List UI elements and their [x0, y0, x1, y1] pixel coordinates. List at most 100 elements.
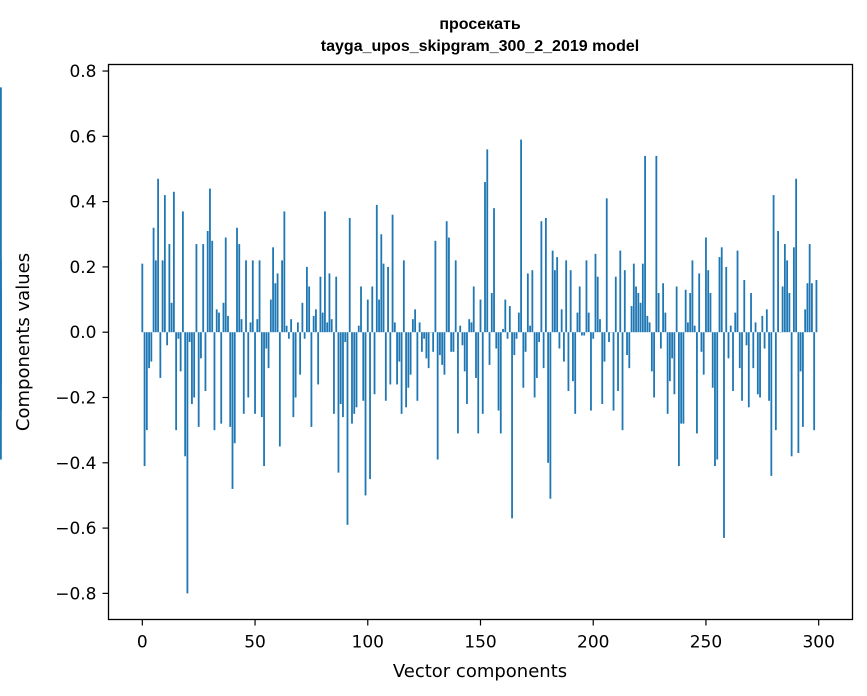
- bar: [752, 332, 755, 369]
- bar: [574, 332, 577, 414]
- bar: [569, 270, 572, 333]
- bar: [326, 322, 329, 333]
- bar: [441, 332, 444, 365]
- bar: [524, 332, 527, 352]
- bar: [668, 332, 671, 382]
- bar: [691, 260, 694, 333]
- bar: [628, 332, 631, 369]
- y-tick-label: −0.4: [55, 454, 96, 474]
- bar: [756, 332, 759, 395]
- x-axis-label: Vector components: [393, 661, 567, 682]
- bar: [747, 332, 750, 408]
- bar: [680, 332, 683, 424]
- bar: [743, 279, 746, 333]
- bar: [269, 299, 272, 333]
- bar: [797, 332, 800, 453]
- bar: [378, 299, 380, 333]
- y-axis-label: Components values: [13, 253, 34, 431]
- bar: [0, 87, 2, 333]
- bar: [143, 332, 146, 467]
- bar: [342, 332, 344, 418]
- bar: [245, 260, 247, 333]
- bar: [811, 283, 813, 333]
- bar: [770, 332, 773, 476]
- bar: [601, 332, 604, 405]
- bar: [371, 286, 374, 333]
- bar: [614, 276, 617, 333]
- bar: [251, 260, 254, 333]
- bar: [666, 332, 669, 414]
- bar: [551, 250, 554, 333]
- bar: [177, 332, 180, 339]
- bar: [200, 332, 202, 359]
- bar: [623, 270, 626, 333]
- bar: [684, 289, 687, 333]
- bar: [211, 240, 214, 333]
- bar: [727, 332, 730, 359]
- bar: [425, 332, 428, 359]
- bar: [520, 139, 522, 333]
- bar: [339, 332, 342, 405]
- bar: [538, 332, 541, 342]
- bar: [745, 332, 748, 346]
- bar: [741, 332, 743, 401]
- bar: [495, 332, 498, 349]
- bar: [175, 332, 178, 431]
- bar: [145, 332, 148, 431]
- bar: [709, 293, 712, 333]
- bar: [459, 325, 462, 333]
- bar: [675, 286, 678, 333]
- bar: [348, 217, 351, 333]
- bar: [220, 332, 223, 424]
- bar: [506, 332, 509, 339]
- bar: [644, 155, 646, 333]
- bar: [689, 293, 692, 333]
- bar: [287, 332, 290, 339]
- bar: [254, 332, 256, 414]
- bar: [687, 322, 689, 333]
- bar: [427, 332, 430, 369]
- bar: [308, 286, 311, 333]
- bar: [384, 332, 387, 401]
- bar: [592, 332, 595, 339]
- bar: [387, 266, 389, 333]
- x-tick-label: 200: [577, 633, 609, 653]
- bar: [202, 244, 205, 333]
- bar: [526, 273, 529, 333]
- y-axis: −0.8 −0.6 −0.4 −0.2 0.0 0.2 0.4 0.6 0.8: [55, 62, 109, 604]
- bar: [148, 332, 150, 369]
- bar: [729, 325, 732, 333]
- bar: [790, 332, 793, 457]
- y-tick-label: 0.4: [69, 193, 96, 213]
- bar: [774, 332, 777, 431]
- bar: [170, 302, 173, 333]
- bar: [671, 332, 674, 359]
- bar: [278, 332, 281, 447]
- bar: [659, 332, 662, 349]
- bar: [795, 178, 798, 333]
- bar: [783, 244, 786, 333]
- bar: [283, 211, 286, 333]
- bar: [344, 332, 347, 342]
- bar: [696, 332, 698, 434]
- bar: [515, 332, 518, 339]
- bar: [804, 309, 807, 333]
- bar: [700, 332, 703, 352]
- bar: [605, 198, 608, 333]
- bar: [488, 332, 491, 365]
- bar: [258, 260, 261, 333]
- bar: [303, 332, 306, 339]
- bar: [490, 293, 493, 333]
- bar: [276, 273, 279, 333]
- y-tick-label: 0.0: [69, 323, 96, 343]
- bar: [662, 283, 665, 333]
- bar: [723, 332, 725, 538]
- bar: [517, 312, 520, 333]
- bar: [411, 319, 414, 333]
- bar: [554, 270, 556, 333]
- y-tick-label: −0.2: [55, 389, 96, 409]
- bar: [718, 257, 721, 333]
- bar: [533, 332, 536, 398]
- bar: [502, 328, 504, 333]
- bar: [294, 332, 297, 398]
